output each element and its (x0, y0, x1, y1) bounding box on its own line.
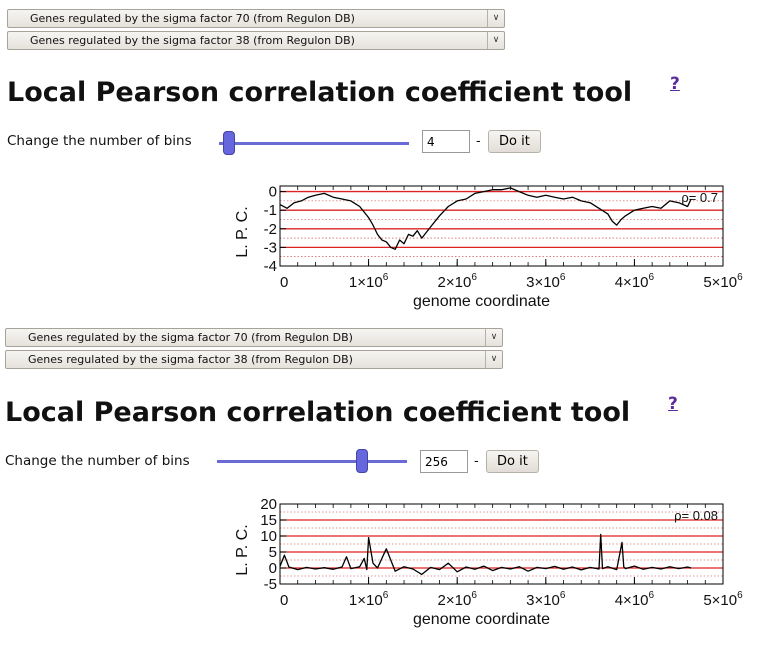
rho-annotation: ρ= 0.7 (681, 190, 718, 205)
x-axis-label: genome coordinate (413, 611, 550, 628)
y-tick-label: 5 (269, 544, 277, 561)
page-title: Local Pearson correlation coefficient to… (7, 77, 633, 108)
regulon-select-b[interactable]: Genes regulated by the sigma factor 38 (… (5, 350, 503, 369)
separator-dash: - (476, 134, 481, 149)
y-tick-label: 15 (260, 512, 277, 529)
lpc-chart-2: 0 1×106 2×106 3×106 4×106 5×10620151050-5geno… (234, 496, 743, 628)
bins-input[interactable] (420, 450, 468, 473)
x-tick-label: 3×106 (526, 272, 566, 291)
x-tick-label: 0 (280, 274, 288, 291)
regulon-select-b[interactable]: Genes regulated by the sigma factor 38 (… (7, 31, 505, 50)
x-tick-label: 3×106 (526, 590, 566, 609)
bins-slider-track[interactable] (217, 460, 407, 463)
y-tick-label: -2 (264, 221, 277, 238)
x-tick-label: 5×106 (703, 590, 743, 609)
y-tick-label: -5 (264, 576, 277, 593)
lpc-chart-1: 0 1×106 2×106 3×106 4×106 5×1060-1-2-3-4genom… (234, 184, 743, 310)
help-link[interactable]: ? (670, 74, 680, 94)
chevron-down-icon[interactable]: ∨ (487, 10, 504, 27)
plot-frame (279, 185, 724, 267)
rho-annotation: ρ= 0.08 (674, 508, 718, 523)
lpc-series-line (279, 187, 692, 250)
x-tick-label: 1×106 (349, 590, 389, 609)
y-axis-label: L. P. C. (234, 524, 251, 575)
chevron-down-icon[interactable]: ∨ (485, 329, 502, 346)
select-value: Genes regulated by the sigma factor 70 (… (28, 331, 353, 344)
y-tick-label: 0 (269, 560, 277, 577)
chevron-down-icon[interactable]: ∨ (485, 351, 502, 368)
chevron-down-icon[interactable]: ∨ (487, 32, 504, 49)
regulon-select-a[interactable]: Genes regulated by the sigma factor 70 (… (5, 328, 503, 347)
page-title: Local Pearson correlation coefficient to… (5, 397, 631, 428)
do-it-button[interactable]: Do it (488, 130, 541, 153)
do-it-button[interactable]: Do it (486, 450, 539, 473)
y-tick-label: 20 (260, 496, 277, 513)
lpc-series-line (279, 533, 692, 576)
plot-frame (279, 503, 724, 585)
help-link[interactable]: ? (668, 394, 678, 414)
bins-slider-thumb[interactable] (222, 131, 235, 155)
y-tick-label: -4 (264, 258, 277, 275)
x-tick-label: 2×106 (438, 590, 478, 609)
select-value: Genes regulated by the sigma factor 38 (… (28, 353, 353, 366)
y-tick-label: 10 (260, 528, 277, 545)
bins-label: Change the number of bins (7, 133, 192, 149)
lpc-panel-2: Genes regulated by the sigma factor 70 (… (0, 328, 760, 656)
select-value: Genes regulated by the sigma factor 70 (… (30, 12, 355, 25)
x-axis-label: genome coordinate (413, 293, 550, 310)
x-tick-label: 2×106 (438, 272, 478, 291)
bins-slider-thumb[interactable] (355, 449, 368, 473)
bins-input[interactable] (422, 130, 470, 153)
y-axis-label: L. P. C. (234, 206, 251, 257)
y-tick-label: -1 (264, 202, 277, 219)
x-tick-label: 1×106 (349, 272, 389, 291)
select-value: Genes regulated by the sigma factor 38 (… (30, 34, 355, 47)
x-tick-label: 0 (280, 592, 288, 609)
bins-slider-track[interactable] (219, 142, 409, 145)
x-tick-label: 4×106 (615, 272, 655, 291)
regulon-select-a[interactable]: Genes regulated by the sigma factor 70 (… (7, 9, 505, 28)
y-tick-label: -3 (264, 239, 277, 256)
x-tick-label: 5×106 (703, 272, 743, 291)
bins-label: Change the number of bins (5, 453, 190, 469)
lpc-panel-1: Genes regulated by the sigma factor 70 (… (0, 0, 760, 328)
y-tick-label: 0 (269, 184, 277, 201)
x-tick-label: 4×106 (615, 590, 655, 609)
separator-dash: - (474, 454, 479, 469)
